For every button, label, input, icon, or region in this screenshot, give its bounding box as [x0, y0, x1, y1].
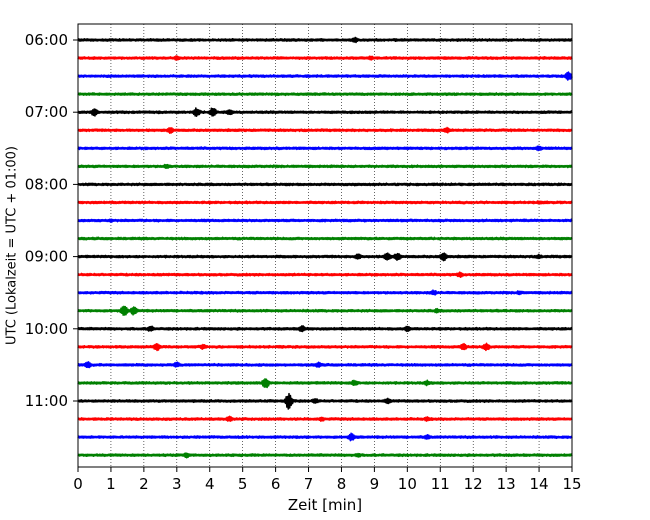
trace-0900 [77, 252, 573, 262]
trace-0700 [77, 107, 573, 117]
y-tick-label: 10:00 [25, 320, 68, 338]
x-tick-label: 11 [431, 475, 450, 493]
x-tick-label: 3 [172, 475, 182, 493]
trace-1000 [77, 325, 573, 333]
y-tick-label: 07:00 [25, 103, 68, 121]
trace-1045 [77, 378, 573, 389]
trace-1145 [77, 452, 573, 459]
trace-1030 [77, 361, 573, 369]
trace-0730 [77, 145, 573, 152]
x-tick-label: 13 [497, 475, 516, 493]
y-tick-label: 06:00 [25, 31, 68, 49]
trace-0930 [77, 289, 573, 296]
x-tick-label: 2 [139, 475, 149, 493]
trace-0715 [77, 126, 573, 134]
x-tick-label: 7 [304, 475, 314, 493]
y-tick-label: 09:00 [25, 248, 68, 266]
grid-lines [110, 24, 540, 467]
x-tick-label: 14 [530, 475, 549, 493]
trace-0630 [77, 71, 573, 81]
trace-0815 [77, 200, 573, 205]
trace-0745 [77, 163, 573, 169]
trace-1015 [77, 342, 573, 352]
x-tick-label: 6 [271, 475, 281, 493]
y-tick-label: 11:00 [25, 392, 68, 410]
x-tick-label: 12 [464, 475, 483, 493]
x-axis-ticks: 0 1 2 3 4 5 6 7 8 9 10 11 12 13 14 15 [73, 467, 582, 493]
trace-0645 [77, 92, 573, 97]
x-tick-label: 15 [562, 475, 581, 493]
y-axis-ticks: 06:00 07:00 08:00 09:00 10:00 11:00 [25, 31, 78, 410]
y-tick-label: 08:00 [25, 175, 68, 193]
trace-0600 [77, 36, 573, 44]
trace-0615 [77, 55, 573, 61]
x-tick-label: 0 [73, 475, 83, 493]
x-tick-label: 10 [398, 475, 417, 493]
x-tick-label: 4 [205, 475, 215, 493]
trace-0845 [77, 236, 573, 241]
plot-border [77, 23, 573, 468]
x-axis-title: Zeit [min] [288, 496, 362, 514]
x-tick-label: 8 [337, 475, 347, 493]
trace-0915 [77, 271, 573, 278]
trace-1115 [77, 415, 573, 422]
trace-1100 [77, 392, 573, 410]
trace-0830 [77, 218, 573, 223]
trace-1130 [77, 432, 573, 442]
trace-layer [77, 36, 573, 459]
plot-area [78, 24, 572, 467]
x-tick-label: 5 [238, 475, 248, 493]
x-tick-label: 1 [106, 475, 116, 493]
x-tick-label: 9 [370, 475, 380, 493]
trace-0945 [77, 305, 573, 316]
y-axis-title: UTC (Lokalzeit = UTC + 01:00) [5, 146, 20, 345]
trace-0800 [77, 182, 573, 187]
